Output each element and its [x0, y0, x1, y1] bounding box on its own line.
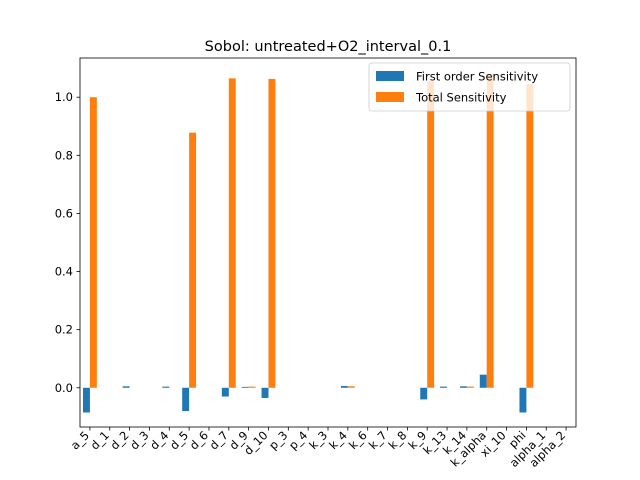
- first-order-bar-k_alpha: [479, 374, 487, 388]
- total-bar-k_14: [466, 386, 474, 388]
- first-order-bar-d_9: [241, 386, 249, 388]
- first-order-bar-k_9: [420, 387, 428, 400]
- total-bar-a_5: [89, 97, 97, 388]
- total-bar-k_4: [347, 386, 355, 388]
- y-tick-label: 0.4: [55, 265, 73, 279]
- first-order-bar-phi: [519, 387, 527, 413]
- first-order-bar-k_14: [459, 386, 467, 388]
- total-bar-d_10: [268, 78, 276, 388]
- legend-box: [368, 62, 571, 112]
- legend-swatch-1: [376, 92, 404, 102]
- legend-label-1: Total Sensitivity: [415, 91, 507, 105]
- first-order-bar-d_2: [122, 386, 130, 388]
- total-bar-d_9: [248, 386, 256, 388]
- total-bar-k_9: [427, 81, 435, 388]
- total-bar-d_7: [228, 78, 236, 388]
- total-bar-k_alpha: [486, 73, 494, 388]
- first-order-bar-d_10: [261, 387, 269, 398]
- total-bar-d_5: [189, 132, 197, 388]
- y-tick-label: 0.8: [55, 148, 73, 162]
- y-tick-label: 1.0: [55, 90, 73, 104]
- first-order-bar-d_7: [221, 387, 229, 397]
- legend-swatch-0: [376, 71, 404, 81]
- y-tick-label: 0.2: [55, 323, 73, 337]
- y-tick-label: 0.6: [55, 206, 73, 220]
- chart-legend: First order Sensitivity Total Sensitivity: [368, 62, 571, 112]
- y-tick-label: 0.0: [55, 381, 73, 395]
- chart-title: Sobol: untreated+O2_interval_0.1: [205, 39, 452, 55]
- first-order-bar-a_5: [82, 387, 90, 413]
- legend-label-0: First order Sensitivity: [416, 70, 538, 84]
- first-order-bar-d_5: [182, 387, 190, 412]
- total-bar-phi: [526, 84, 534, 388]
- first-order-bar-d_4: [162, 386, 170, 388]
- first-order-bar-k_4: [340, 386, 348, 388]
- first-order-bar-k_13: [440, 386, 448, 388]
